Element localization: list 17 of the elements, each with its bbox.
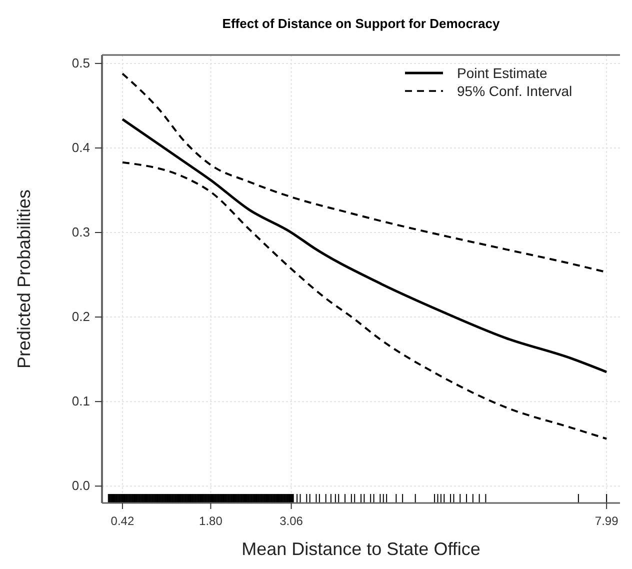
y-tick-label: 0.3 [72, 224, 90, 240]
x-axis-title: Mean Distance to State Office [242, 539, 480, 559]
legend-label: 95% Conf. Interval [457, 83, 572, 99]
y-tick-label: 0.4 [72, 140, 90, 155]
y-tick-label: 0.1 [72, 394, 90, 409]
x-tick-label: 0.42 [110, 514, 134, 528]
line-series [121, 161, 608, 440]
y-axis-title: Predicted Probabilities [14, 189, 34, 369]
x-tick-label: 7.99 [594, 514, 619, 528]
legend-label: Point Estimate [457, 65, 548, 81]
x-tick-label: 3.06 [280, 514, 304, 528]
chart-title: Effect of Distance on Support for Democracy [222, 16, 500, 31]
y-tick-label: 0.0 [72, 478, 90, 494]
line-series [121, 118, 608, 374]
x-tick-label: 1.80 [199, 514, 223, 528]
y-tick-label: 0.5 [72, 55, 90, 70]
y-tick-label: 0.2 [72, 309, 90, 324]
